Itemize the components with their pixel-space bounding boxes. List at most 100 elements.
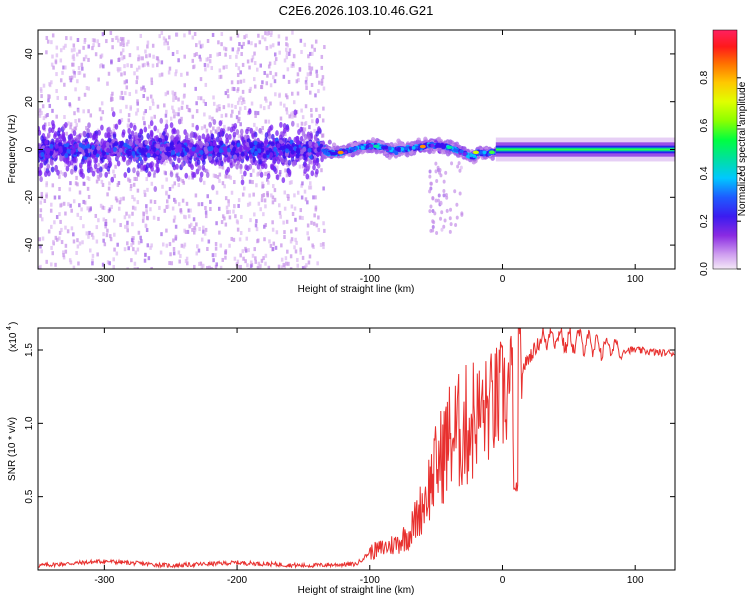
spectrum-noise-cell — [227, 202, 230, 207]
spectrum-noise-cell — [274, 72, 278, 77]
spectrum-noise-cell — [47, 229, 51, 234]
spectrum-noise-cell — [76, 212, 80, 217]
spectrum-noise-cell — [128, 92, 132, 97]
spectrum-noise-cell — [151, 43, 155, 48]
spectrum-blob — [65, 158, 70, 165]
spectrum-blob — [293, 136, 298, 143]
spectrum-noise-cell — [87, 234, 90, 239]
spectrum-noise-cell — [232, 87, 236, 92]
spectrum-noise-cell — [272, 184, 275, 189]
spectrum-blob — [219, 129, 223, 136]
spectrum-blob — [317, 126, 321, 133]
spectrum-core — [264, 139, 269, 145]
spectrum-noise-cell — [59, 203, 62, 208]
spectrum-noise-cell — [182, 94, 186, 99]
spectrum-noise-cell — [228, 209, 231, 214]
spectrum-noise-cell — [144, 109, 147, 114]
spectrum-noise-cell — [78, 203, 81, 208]
spectrum-noise-cell — [100, 53, 104, 58]
spectrum-noise-cell — [314, 207, 318, 212]
spectrum-noise-cell — [176, 50, 179, 55]
spectrum-blob — [64, 121, 68, 128]
spectrum-blob — [195, 124, 199, 131]
spectrum-noise-cell — [39, 87, 43, 92]
spectrum-noise-cell — [221, 257, 224, 262]
spectrum-noise-cell — [54, 235, 58, 240]
spectrum-noise-cell — [149, 199, 153, 204]
spectrum-noise-cell — [224, 47, 228, 52]
spectrum-noise-cell — [191, 123, 195, 128]
spectrum-noise-cell — [165, 228, 168, 233]
spectrum-noise-cell — [191, 227, 194, 232]
spectrum-noise-cell — [160, 30, 164, 35]
spectrum-noise-cell — [64, 243, 68, 248]
spectrum-noise-cell — [257, 33, 260, 38]
spectrum-noise-cell — [102, 164, 105, 169]
spectrum-noise-cell — [238, 116, 241, 121]
spectrum-core — [78, 142, 83, 148]
spectrum-noise-cell — [195, 251, 198, 256]
spectrum-blob — [72, 157, 77, 164]
spectrum-noise-cell — [236, 33, 240, 38]
spectrum-noise-cell — [298, 164, 302, 169]
spectrum-blob — [274, 168, 278, 175]
spectrum-noise-cell — [167, 70, 171, 75]
spectrum-noise-cell — [300, 108, 303, 113]
spectrum-blob — [176, 175, 181, 182]
spectrum-noise-cell — [121, 56, 124, 61]
spectrum-noise-cell — [89, 113, 93, 118]
spectrum-core — [155, 150, 160, 156]
spectrum-noise-cell — [126, 63, 129, 68]
spectrum-noise-cell — [126, 224, 129, 229]
spectrum-noise-cell — [72, 43, 76, 48]
spectrum-noise-cell — [200, 265, 204, 269]
spectrum-noise-cell — [315, 69, 318, 74]
spectrum-noise-cell — [61, 70, 64, 75]
spectrum-noise-cell — [83, 73, 86, 78]
spectrum-blob — [196, 159, 201, 166]
spectrum-noise-cell — [178, 259, 181, 264]
spectrum-noise-cell — [130, 63, 133, 68]
spectrum-blob — [299, 135, 304, 142]
spectrum-noise-cell — [73, 111, 76, 116]
spectrum-blob — [235, 128, 240, 135]
spectrum-blob — [133, 124, 137, 131]
spectrum-noise-cell — [206, 169, 210, 174]
spectrum-noise-cell — [301, 181, 304, 186]
spectrum-noise-cell — [50, 62, 54, 67]
spectrum-noise-cell — [247, 227, 251, 232]
spectrum-noise-cell — [264, 204, 267, 209]
spectrum-blob — [264, 132, 269, 139]
spectrum-noise-cell — [168, 66, 172, 71]
spectrum-noise-cell — [48, 103, 52, 108]
spectrum-noise-cell — [270, 30, 273, 35]
spectrum-noise-cell — [171, 90, 174, 95]
spectrum-noise-cell — [95, 225, 99, 230]
spectrum-noise-cell — [298, 215, 302, 220]
spectrum-noise-cell — [70, 208, 73, 213]
spectrum-noise-cell — [313, 47, 316, 52]
spectrum-noise-cell — [273, 60, 277, 65]
spectrum-noise-cell — [169, 252, 172, 257]
spectrum-noise-cell — [137, 54, 141, 59]
spectrum-blob — [46, 163, 51, 170]
spectrum-core — [64, 153, 69, 159]
spectrum-noise-cell — [107, 170, 111, 175]
spectrum-noise-cell — [250, 260, 253, 265]
spectrum-noise-cell — [237, 47, 240, 52]
spectrum-noise-cell — [142, 94, 145, 99]
spectrum-core — [152, 146, 157, 152]
spectrum-noise-cell — [58, 230, 62, 235]
spectrum-noise-cell — [83, 92, 87, 97]
spectrum-noise-cell — [242, 186, 246, 191]
spectrum-noise-cell — [320, 81, 324, 86]
spectrum-noise-cell — [38, 111, 42, 116]
spectrum-noise-cell — [284, 256, 288, 261]
spectrum-blob — [137, 162, 141, 169]
spectrum-noise-cell — [225, 205, 229, 210]
spectrum-noise-cell — [272, 241, 276, 246]
spectrum-noise-cell — [216, 175, 220, 180]
spectrum-noise-cell — [286, 249, 289, 254]
spectrum-core — [198, 143, 203, 149]
spectrum-noise-cell — [43, 167, 47, 172]
